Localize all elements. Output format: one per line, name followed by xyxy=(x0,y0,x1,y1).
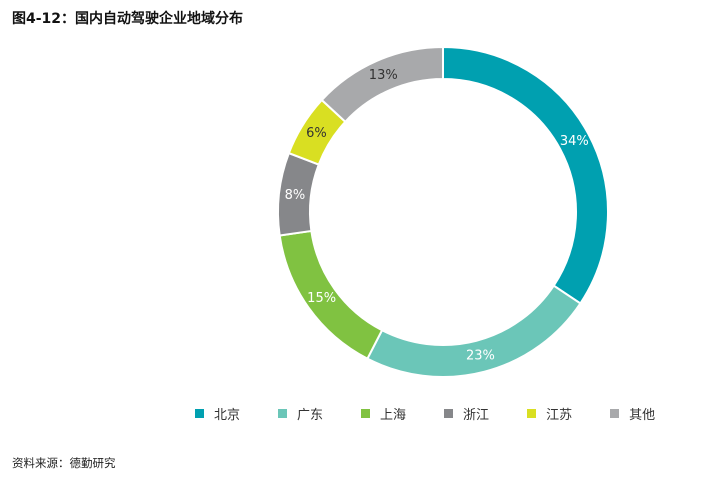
slice-label-shanghai: 15% xyxy=(307,291,336,306)
slice-label-zhejiang: 8% xyxy=(285,188,306,203)
legend-swatch-guangdong xyxy=(278,409,288,418)
slice-label-beijing: 34% xyxy=(560,134,589,149)
legend-swatch-jiangsu xyxy=(527,409,537,418)
legend-label-shanghai: 上海 xyxy=(380,408,407,423)
legend-label-guangdong: 广东 xyxy=(297,408,324,423)
legend-item-jiangsu: 江苏 xyxy=(527,404,572,423)
legend-item-shanghai: 上海 xyxy=(361,404,406,423)
legend-swatch-other xyxy=(610,409,620,418)
legend-swatch-beijing xyxy=(195,409,204,418)
legend-label-zhejiang: 浙江 xyxy=(463,408,490,423)
legend-item-other: 其他 xyxy=(610,404,655,423)
slice-label-guangdong: 23% xyxy=(466,349,495,364)
donut-slice-other xyxy=(320,45,444,124)
source-note: 资料来源：德勤研究 xyxy=(12,456,116,470)
chart-title: 图4-12：国内自动驾驶企业地域分布 xyxy=(12,11,244,27)
legend-item-zhejiang: 浙江 xyxy=(444,404,489,423)
legend-label-jiangsu: 江苏 xyxy=(546,408,573,423)
slice-label-jiangsu: 6% xyxy=(306,126,327,141)
legend-item-guangdong: 广东 xyxy=(278,404,323,423)
legend-label-beijing: 北京 xyxy=(214,408,241,423)
slice-label-other: 13% xyxy=(369,68,398,83)
legend-swatch-shanghai xyxy=(361,409,371,418)
legend-swatch-zhejiang xyxy=(444,409,454,418)
chart-legend: 北京 广东 上海 浙江 江苏 其他 xyxy=(195,404,655,423)
donut-chart: 34% 23% 15% 8% 6% 13% xyxy=(277,45,609,378)
legend-item-beijing: 北京 xyxy=(195,404,240,423)
donut-slice-beijing xyxy=(442,45,609,305)
legend-label-other: 其他 xyxy=(629,408,656,423)
